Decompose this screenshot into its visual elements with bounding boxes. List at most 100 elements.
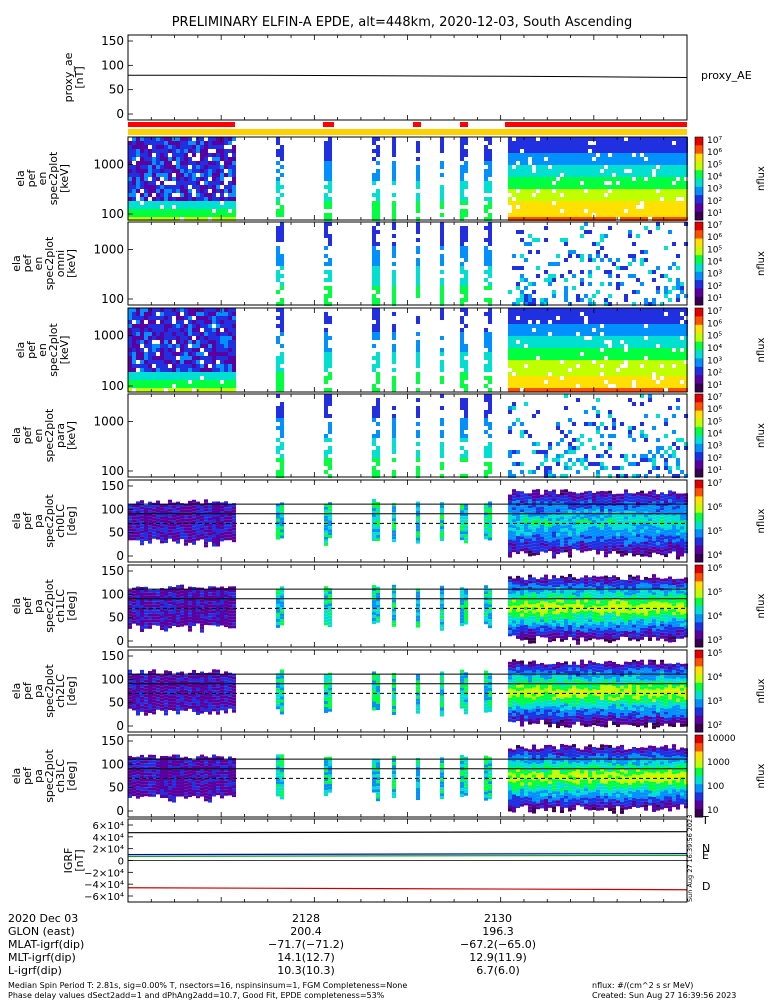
cell: [632, 149, 636, 153]
cell: [228, 510, 232, 514]
cell: [136, 384, 140, 388]
cell: [204, 324, 208, 328]
cell: [564, 360, 568, 364]
cell: [172, 165, 176, 169]
cell: [328, 466, 332, 470]
cell: [464, 197, 468, 201]
cell: [560, 348, 564, 352]
cell: [552, 290, 556, 294]
cell: [544, 360, 548, 364]
cell: [560, 340, 564, 344]
cell: [216, 507, 220, 511]
cell: [440, 538, 444, 542]
cell: [512, 498, 516, 502]
cell: [220, 376, 224, 380]
cell: [672, 242, 676, 246]
cell: [520, 173, 524, 177]
cell: [392, 344, 396, 348]
cell: [668, 406, 672, 410]
cell: [416, 513, 420, 517]
cell: [392, 302, 396, 306]
cell: [576, 149, 580, 153]
cell: [484, 161, 488, 165]
cell: [128, 356, 132, 360]
cell: [152, 149, 156, 153]
cell: [624, 185, 628, 189]
cell: [656, 324, 660, 328]
cell: [600, 185, 604, 189]
cell: [184, 509, 188, 513]
cell: [512, 507, 516, 511]
cell: [600, 197, 604, 201]
cell: [516, 548, 520, 552]
cell: [324, 222, 328, 226]
cell: [644, 320, 648, 324]
cell: [488, 434, 492, 438]
colorbar-tick: 10⁷: [707, 136, 722, 146]
cell: [328, 532, 332, 536]
cell: [516, 545, 520, 549]
cell: [664, 348, 668, 352]
cell: [520, 344, 524, 348]
cell: [640, 422, 644, 426]
cell: [440, 422, 444, 426]
cell: [160, 157, 164, 161]
cell: [564, 332, 568, 336]
cell: [620, 181, 624, 185]
cell: [156, 509, 160, 513]
cell: [160, 519, 164, 523]
cell: [440, 462, 444, 466]
cell: [580, 336, 584, 340]
cell: [576, 388, 580, 392]
cell: [608, 217, 612, 221]
cell: [224, 380, 228, 384]
cell: [152, 352, 156, 356]
cell: [176, 340, 180, 344]
cell: [548, 348, 552, 352]
cell: [540, 450, 544, 454]
cell: [224, 328, 228, 332]
cell: [632, 165, 636, 169]
cell: [632, 388, 636, 392]
cell: [328, 181, 332, 185]
cell: [564, 324, 568, 328]
cell: [376, 298, 380, 302]
cell: [548, 274, 552, 278]
cell: [376, 282, 380, 286]
cell: [220, 340, 224, 344]
cell: [216, 537, 220, 541]
cell: [592, 209, 596, 213]
cell: [464, 402, 468, 406]
cell: [488, 153, 492, 157]
cell: [324, 356, 328, 360]
cell: [528, 316, 532, 320]
cell: [684, 205, 688, 209]
cell: [172, 308, 176, 312]
cell: [128, 153, 132, 157]
cell: [608, 161, 612, 165]
cell: [660, 380, 664, 384]
cell: [560, 238, 564, 242]
cell: [516, 308, 520, 312]
cell: [372, 414, 376, 418]
cell: [660, 352, 664, 356]
cell: [196, 189, 200, 193]
cell: [520, 376, 524, 380]
cell: [588, 157, 592, 161]
cell: [204, 308, 208, 312]
cell: [328, 517, 332, 521]
cell: [668, 360, 672, 364]
cell: [572, 209, 576, 213]
cell: [524, 298, 528, 302]
cell: [460, 226, 464, 230]
cell: [220, 197, 224, 201]
cell: [604, 234, 608, 238]
cell: [376, 507, 380, 511]
cell: [592, 340, 596, 344]
cell: [156, 149, 160, 153]
cell: [524, 145, 528, 149]
cell: [196, 531, 200, 535]
cell: [140, 500, 144, 504]
cell: [676, 438, 680, 442]
cell: [324, 149, 328, 153]
